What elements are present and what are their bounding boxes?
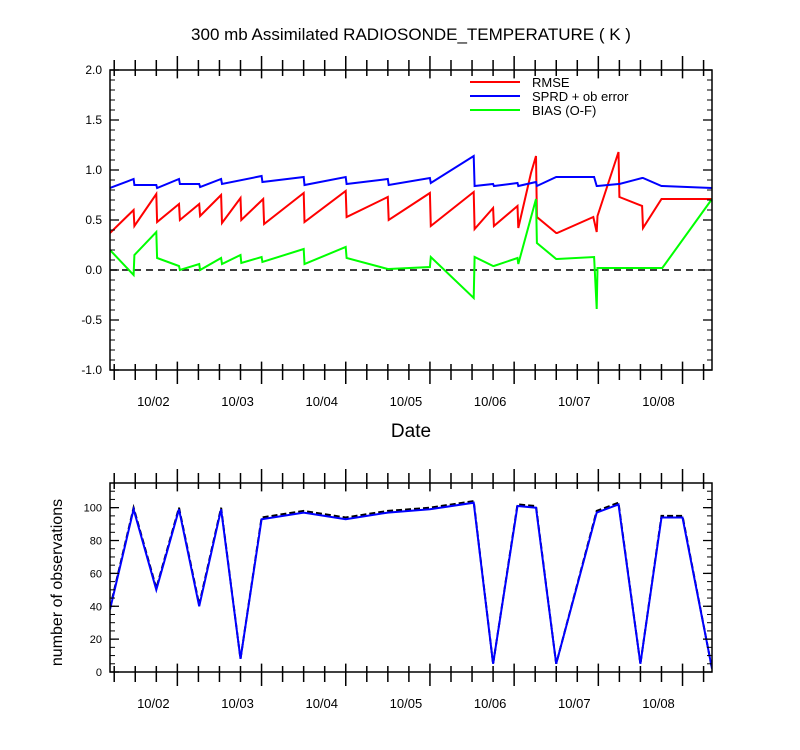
y-tick-label: 60 [90,568,102,580]
y-tick-label: 100 [84,503,102,515]
x-tick-label: 10/06 [474,696,507,711]
series-group [110,151,712,310]
x-tick-label: 10/04 [305,696,338,711]
x-tick-label: 10/04 [305,394,338,409]
y-tick-label: 0.5 [85,213,102,227]
x-tick-label: 10/02 [137,696,170,711]
y-tick-label: 0.0 [85,263,102,277]
bottom-panel: 0 20 40 60 80 100 10/02 10/03 10/04 10/05 10/06 10/… [49,469,713,711]
legend-label: RMSE [532,75,570,90]
x-tick-label: 10/08 [642,394,675,409]
plot-frame [109,69,713,371]
chart-title: 300 mb Assimilated RADIOSONDE_TEMPERATUR… [191,25,631,44]
top-panel: 300 mb Assimilated RADIOSONDE_TEMPERATUR… [81,25,713,442]
y-tick-label: 2.0 [85,63,102,77]
x-tick-label: 10/05 [390,394,423,409]
x-tick-label: 10/03 [221,696,254,711]
series-line-sprd-ob-error [110,154,712,190]
y-tick-label: 0 [96,667,102,679]
series-line-used [110,501,712,669]
y-tick-label: 80 [90,536,102,548]
series-line-bias-o-f [110,198,712,310]
legend-label: BIAS (O-F) [532,103,596,118]
y-axis-label: number of observations [49,499,66,666]
y-tick-label: -0.5 [81,313,102,327]
x-tick-label: 10/03 [221,394,254,409]
y-tick-label: 1.0 [85,163,102,177]
x-axis-label: Date [391,421,431,442]
series-line-rmse [110,151,712,234]
y-tick-label: 40 [90,601,102,613]
y-tick-label: 1.5 [85,113,102,127]
plot-frame [109,482,713,673]
x-tick-label: 10/05 [390,696,423,711]
x-tick-label: 10/02 [137,394,170,409]
series-group [110,499,712,669]
legend-label: SPRD + ob error [532,89,629,104]
x-tick-label: 10/07 [558,394,591,409]
x-tick-label: 10/06 [474,394,507,409]
y-tick-label: 20 [90,634,102,646]
x-tick-label: 10/07 [558,696,591,711]
x-tick-label: 10/08 [642,696,675,711]
y-tick-label: -1.0 [81,363,102,377]
